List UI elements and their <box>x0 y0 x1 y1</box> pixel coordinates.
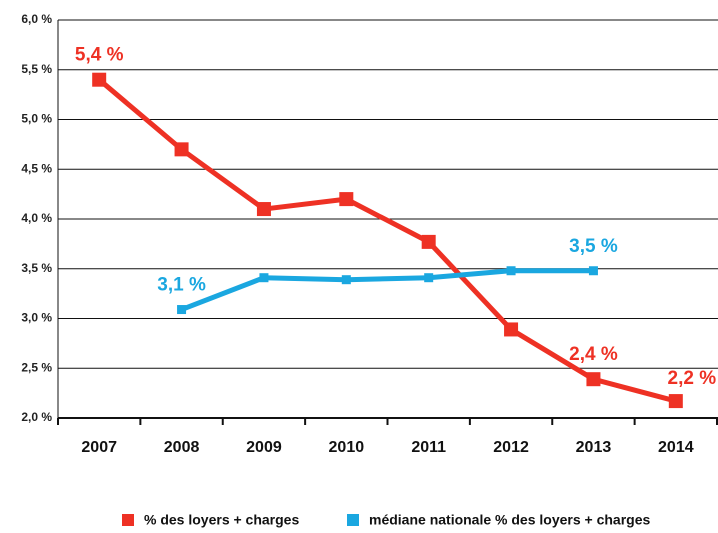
data-label: 2,2 % <box>668 368 717 389</box>
legend-swatch <box>122 514 134 526</box>
y-tick-label: 5,5 % <box>21 62 52 76</box>
x-tick-label: 2012 <box>493 439 529 456</box>
marker <box>339 192 354 207</box>
marker <box>506 266 516 276</box>
marker <box>92 72 107 87</box>
series-line <box>180 268 594 312</box>
x-tick-label: 2013 <box>576 439 612 456</box>
y-tick-label: 6,0 % <box>21 12 52 26</box>
x-tick-label: 2008 <box>164 439 200 456</box>
data-label: 3,5 % <box>569 236 618 257</box>
marker <box>424 273 434 283</box>
y-tick-label: 4,0 % <box>21 211 52 225</box>
x-tick-label: 2009 <box>246 439 282 456</box>
x-tick-label: 2007 <box>81 439 117 456</box>
marker <box>259 273 269 283</box>
y-tick-label: 3,5 % <box>21 261 52 275</box>
x-tick-label: 2014 <box>658 439 694 456</box>
marker <box>504 322 519 337</box>
y-tick-label: 4,5 % <box>21 161 52 175</box>
y-tick-label: 3,0 % <box>21 311 52 325</box>
data-label: 5,4 % <box>75 45 124 66</box>
marker <box>177 305 187 315</box>
marker <box>588 266 598 276</box>
y-tick-label: 2,0 % <box>21 410 52 424</box>
x-tick-label: 2011 <box>411 439 446 456</box>
y-tick-label: 2,5 % <box>21 360 52 374</box>
marker <box>586 372 601 387</box>
marker <box>668 394 683 409</box>
data-label: 3,1 % <box>157 275 206 296</box>
legend-label: % des loyers + charges <box>144 512 299 528</box>
y-tick-label: 5,0 % <box>21 112 52 126</box>
x-tick-label: 2010 <box>329 439 365 456</box>
legend-label: médiane nationale % des loyers + charges <box>369 512 650 528</box>
series-line <box>97 77 677 404</box>
data-label: 2,4 % <box>569 344 618 365</box>
marker <box>341 275 351 285</box>
marker <box>174 142 189 157</box>
legend-swatch <box>347 514 359 526</box>
marker <box>256 202 271 217</box>
marker <box>421 234 436 249</box>
